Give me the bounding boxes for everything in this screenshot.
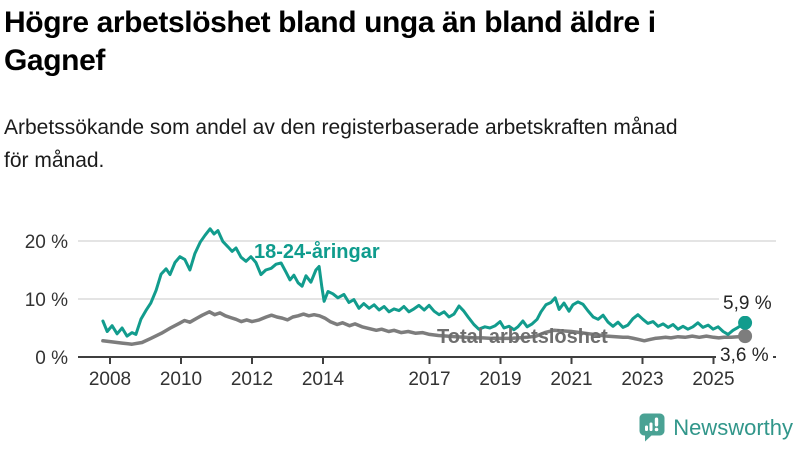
y-tick-label: 20 % [25,232,68,253]
y-tick-label: 10 % [25,290,68,311]
x-tick-label: 2008 [89,369,131,390]
series-label-youth: 18-24-åringar [254,241,380,263]
end-value-label-youth: 5,9 % [719,292,776,316]
x-tick-label: 2014 [302,369,345,390]
newsworthy-icon [639,413,665,442]
chart-title: Högre arbetslöshet bland unga än bland ä… [4,6,656,78]
x-tick-label: 2019 [479,369,521,390]
series-line-0 [101,227,747,338]
end-dot-1 [738,329,753,344]
x-tick-label: 2010 [160,369,202,390]
newsworthy-wordmark: Newsworthy [673,414,793,440]
x-tick-label: 2023 [621,369,663,390]
series-label-total: Total arbetslöshet [437,326,608,348]
y-tick-label: 0 % [35,348,68,369]
series-line-1 [101,310,747,346]
newsworthy-logo[interactable]: Newsworthy [639,413,793,442]
x-tick-label: 2012 [231,369,273,390]
end-value-label-total: 3,6 % [716,344,773,368]
chart-subtitle: Arbetssökande som andel av den registerb… [4,116,678,172]
end-dot-0 [738,315,753,330]
x-tick-label: 2021 [550,369,592,390]
x-tick-label: 2017 [408,369,450,390]
x-tick-label: 2025 [692,369,734,390]
